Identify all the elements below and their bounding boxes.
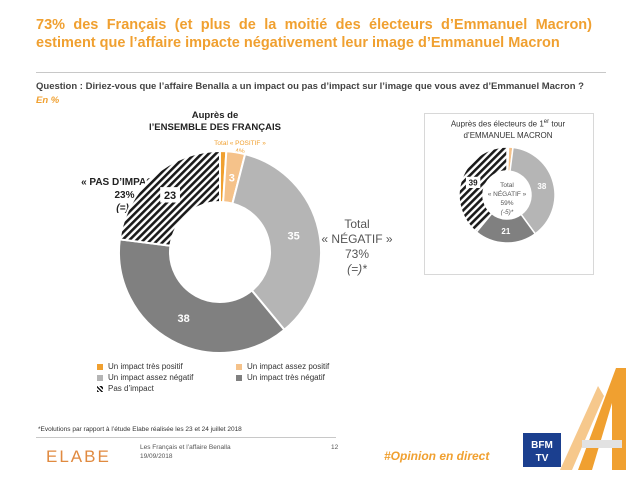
slice-label-background <box>160 187 180 203</box>
page-title: 73% des Français (et plus de la moitié d… <box>36 17 592 51</box>
elabe-logo: ELABE <box>46 447 111 466</box>
macron-voters-heading-line1: Auprès des électeurs de 1er tour <box>450 119 566 129</box>
slice-label-background <box>465 176 481 189</box>
main-chart-heading: Auprès de l’ENSEMBLE DES FRANÇAIS <box>130 110 300 134</box>
slice-value-label: 23 <box>164 190 176 202</box>
no-impact-callout-evolution: (=)* <box>116 203 133 214</box>
hashtag: #Opinion en direct <box>384 449 490 463</box>
negative-total-label: Total <box>344 217 370 231</box>
legend-swatch <box>97 374 103 381</box>
slice-value-label: 35 <box>288 230 300 242</box>
center-negative-evolution: (-5)* <box>501 209 514 216</box>
legend-swatch <box>97 363 103 370</box>
negative-total-callout: Total « NÉGATIF » 73% (=)* <box>312 217 402 277</box>
no-impact-callout: « PAS D’IMPACT » 23% (=)* <box>72 176 177 215</box>
bfmtv-logo: BFM TV <box>523 433 561 467</box>
ordinal-suffix: er <box>543 119 550 125</box>
legend-swatch <box>236 363 242 370</box>
legend-item-very-positive: Un impact très positif <box>97 362 183 371</box>
slice-no-impact <box>458 146 508 234</box>
page-number: 12 <box>331 444 339 451</box>
center-total-label: Total <box>500 182 514 189</box>
bfmtv-logo-text-2: TV <box>536 453 549 464</box>
negative-total-label-2: « NÉGATIF » <box>321 232 393 246</box>
macron-voters-panel <box>424 113 594 275</box>
slice-fairly-negative <box>509 146 556 235</box>
bfmtv-logo-text: BFM <box>531 440 553 451</box>
center-negative-label: « NÉGATIF » <box>488 189 527 198</box>
legend-swatch <box>236 374 242 381</box>
legend-item-no-impact: Pas d’impact <box>97 384 154 393</box>
footer-divider <box>36 437 336 438</box>
footnote: *Evolutions par rapport à l’étude Elabe … <box>38 426 242 433</box>
legend-swatch-hatched <box>97 385 103 392</box>
legend-item-fairly-positive: Un impact assez positif <box>236 362 329 371</box>
question-text: Question : Diriez-vous que l’affaire Ben… <box>36 81 584 92</box>
slice-value-label: 21 <box>501 227 510 236</box>
slice-value-label: 38 <box>537 182 546 191</box>
negative-total-evolution: (=)* <box>347 262 367 276</box>
slice-value-label: 38 <box>178 313 190 325</box>
study-date: 19/09/2018 <box>140 453 173 460</box>
slice-very-negative <box>118 238 286 354</box>
bfmtv-logo-bg <box>523 433 561 467</box>
negative-total-value: 73% <box>344 247 370 261</box>
slice-value-label: 39 <box>469 179 478 188</box>
no-impact-callout-label: « PAS D’IMPACT » <box>81 177 168 188</box>
study-info: Les Français et l’affaire Benalla 19/09/… <box>140 443 231 461</box>
main-chart-heading-line2: l’ENSEMBLE DES FRANÇAIS <box>149 122 281 133</box>
elabe-a-mark <box>560 368 626 470</box>
positive-total-label: Total « POSITIF » <box>214 140 266 147</box>
macron-voters-heading-line2: d’EMMANUEL MACRON <box>463 130 553 140</box>
slice-value-label: 3 <box>229 172 235 184</box>
title-divider <box>36 72 606 73</box>
a-mark-bar <box>582 440 622 448</box>
no-impact-callout-value: 23% <box>114 190 135 201</box>
slice-fairly-negative <box>231 152 322 332</box>
legend-item-fairly-negative: Un impact assez négatif <box>97 373 193 382</box>
a-mark-light <box>560 386 604 470</box>
unit-note: En % <box>36 95 60 106</box>
macron-voters-heading: Auprès des électeurs de 1er tour d’EMMAN… <box>425 117 591 141</box>
positive-total-value: 4% <box>235 148 245 155</box>
legend-item-very-negative: Un impact très négatif <box>236 373 325 382</box>
main-chart-heading-line1: Auprès de <box>191 110 239 121</box>
center-negative-value: 59% <box>500 200 513 207</box>
study-title: Les Français et l’affaire Benalla <box>140 444 231 451</box>
